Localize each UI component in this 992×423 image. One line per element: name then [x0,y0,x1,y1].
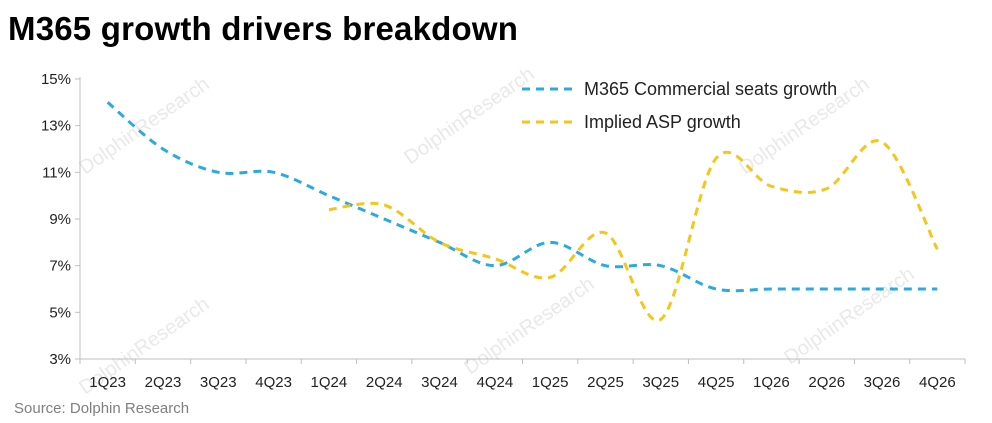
legend-label: Implied ASP growth [584,112,741,132]
series-layer [106,101,939,322]
watermark-text: DolphinResearch [400,63,538,169]
x-tick-label: 3Q24 [421,374,458,391]
x-tick-label: 2Q23 [145,374,182,391]
page-title: M365 growth drivers breakdown [8,10,519,47]
y-tick-label: 13% [41,118,71,135]
x-tick-label: 1Q24 [311,374,348,391]
x-tick-label: 1Q26 [753,374,790,391]
y-tick-label: 7% [49,258,71,275]
x-tick-label: 4Q24 [476,374,513,391]
y-tick-label: 9% [49,211,71,228]
axes: 3% 5% 7% 9% 11% 13% 15% 1Q23 2Q23 3Q23 4Q23 1Q24 2Q2… [41,71,966,391]
y-tick-label: 11% [42,164,71,181]
legend-label: M365 Commercial seats growth [584,79,837,99]
x-tick-label: 4Q25 [698,374,735,391]
x-tick-label: 3Q26 [864,374,901,391]
y-tick-label: 15% [41,71,71,88]
legend: M365 Commercial seats growth Implied ASP … [522,79,837,132]
y-tick-label: 5% [49,304,71,321]
x-tick-label: 2Q24 [366,374,403,391]
x-tick-label: 3Q25 [642,374,679,391]
x-tick-label: 4Q26 [919,374,956,391]
series-line-asp-growth [328,139,939,322]
watermark-layer: DolphinResearch DolphinResearch DolphinRes… [75,63,918,399]
x-tick-label: 3Q23 [200,374,237,391]
x-tick-label: 2Q25 [587,374,624,391]
x-tick-label: 2Q26 [808,374,845,391]
x-tick-label: 4Q23 [255,374,292,391]
x-tick-label: 1Q25 [532,374,569,391]
x-tick-label: 1Q23 [89,374,126,391]
series-line-seats-growth [106,101,938,293]
source-note: Source: Dolphin Research [14,400,190,417]
watermark-text: DolphinResearch [780,263,918,369]
y-tick-label: 3% [49,351,71,368]
